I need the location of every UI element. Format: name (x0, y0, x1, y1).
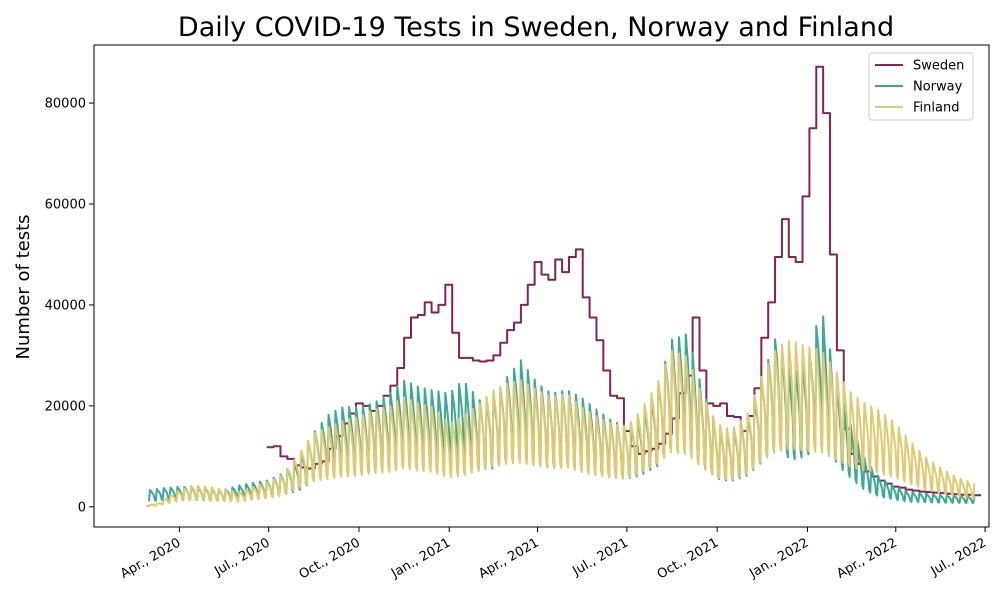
plot-frame (93, 44, 990, 528)
y-axis-label: Number of tests (13, 214, 34, 359)
axes-layer: 0 20000 40000 60000 80000 Apr., 2020 Jul., 202… (45, 44, 990, 582)
legend: Sweden Norway Finland (868, 52, 974, 121)
legend-label-sweden: Sweden (913, 59, 964, 74)
x-tick-label: Oct., 2021 (655, 535, 721, 582)
y-tick-label: 80000 (45, 97, 86, 112)
x-tick-label: Apr., 2020 (118, 535, 183, 581)
y-tick-label: 20000 (45, 399, 86, 414)
x-tick-label: Apr., 2021 (476, 535, 541, 581)
x-tick-label: Jul., 2020 (211, 535, 272, 579)
y-tick-label: 60000 (45, 197, 86, 212)
legend-box (868, 52, 974, 121)
legend-label-norway: Norway (913, 80, 963, 95)
x-tick-label: Apr., 2022 (834, 535, 899, 581)
legend-label-finland: Finland (913, 101, 959, 116)
series-line-finland (145, 340, 976, 508)
y-tick-label: 0 (78, 500, 86, 515)
x-tick-label: Jul., 2022 (928, 535, 989, 579)
x-tick-label: Jan., 2022 (746, 535, 811, 581)
chart-title: Daily COVID-19 Tests in Sweden, Norway a… (178, 12, 894, 43)
x-tick-label: Jul., 2021 (570, 535, 631, 579)
series-layer (145, 65, 982, 508)
x-tick-label: Jan., 2021 (388, 535, 453, 581)
y-tick-label: 40000 (45, 298, 86, 313)
x-tick-label: Oct., 2020 (297, 535, 363, 582)
